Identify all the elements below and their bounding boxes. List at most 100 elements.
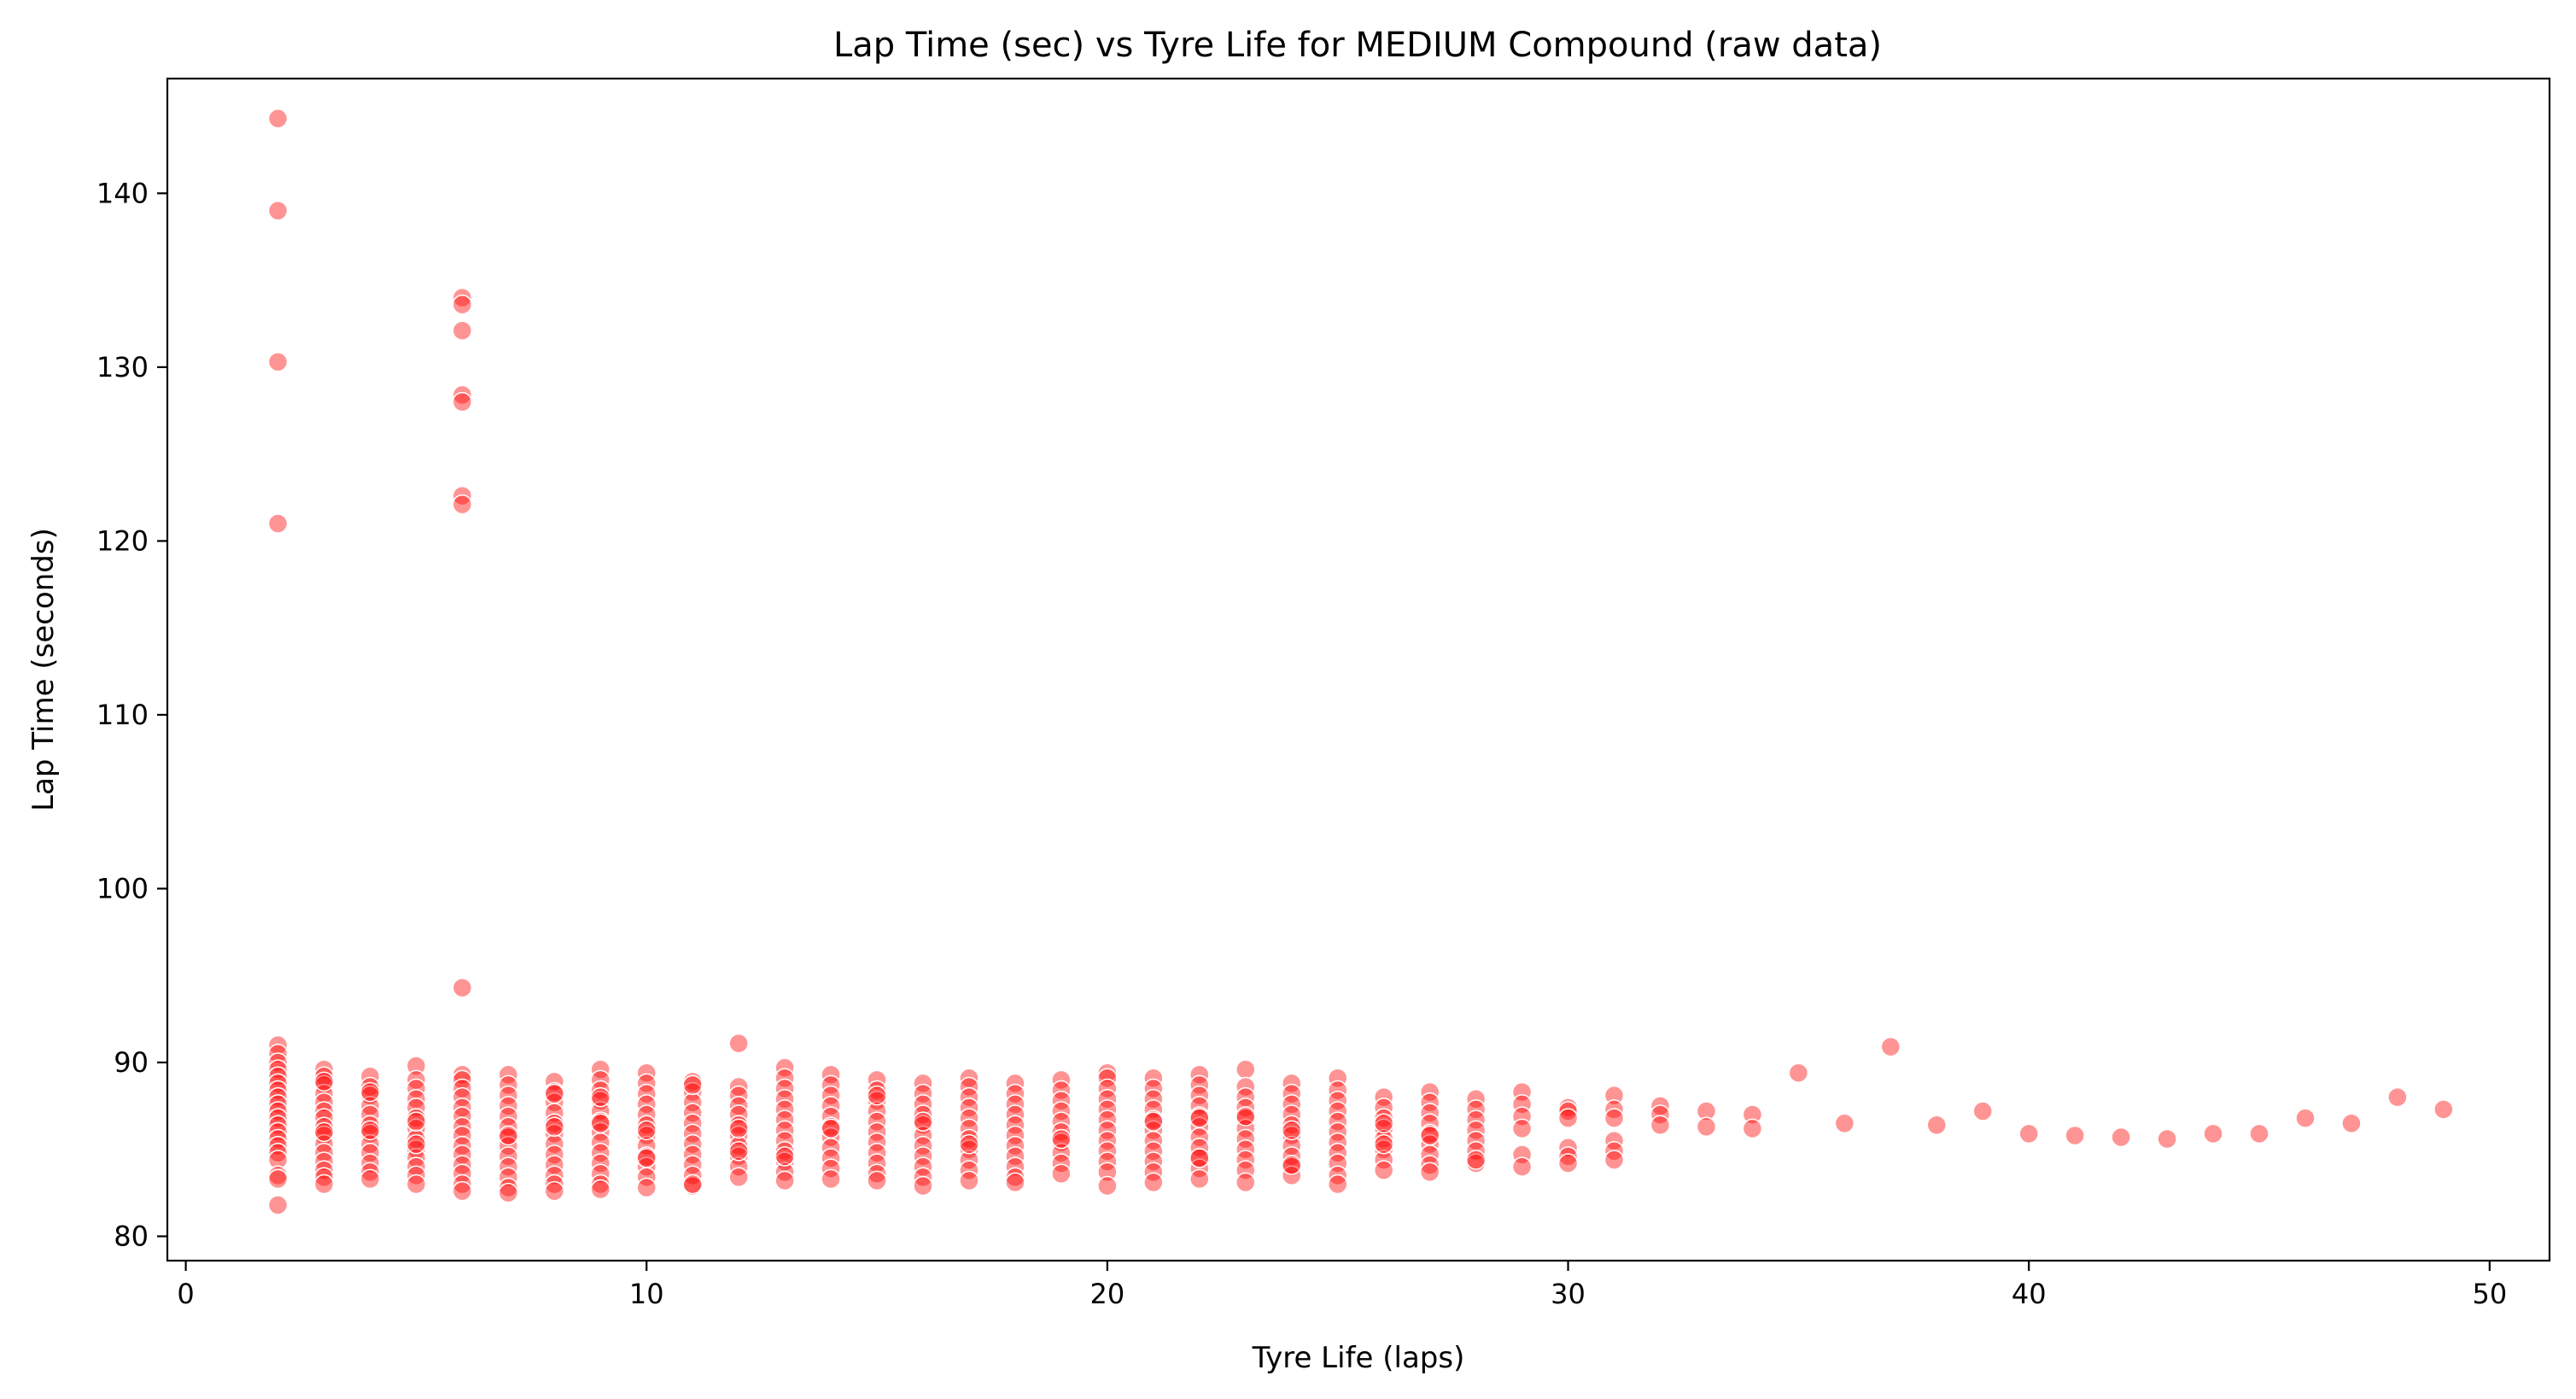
data-point	[452, 1174, 473, 1195]
data-point	[1189, 1158, 1210, 1179]
data-point	[728, 1146, 749, 1167]
data-point	[867, 1143, 887, 1163]
data-point	[867, 1069, 887, 1091]
data-point	[359, 1153, 381, 1174]
data-point	[1373, 1118, 1394, 1139]
data-point	[1051, 1069, 1072, 1091]
data-point	[590, 1143, 611, 1163]
data-point	[406, 1139, 427, 1160]
data-point	[682, 1074, 703, 1096]
data-point	[1235, 1106, 1256, 1127]
data-point	[636, 1094, 657, 1115]
data-point	[313, 1092, 335, 1113]
data-point	[452, 1069, 473, 1091]
data-point	[1143, 1111, 1164, 1132]
data-point	[1235, 1128, 1256, 1150]
data-point	[1235, 1076, 1256, 1098]
data-point	[1143, 1088, 1164, 1109]
data-point	[544, 1116, 565, 1138]
data-point	[590, 1086, 611, 1108]
data-point	[1557, 1101, 1579, 1121]
x-tick-label: 30	[1551, 1278, 1586, 1310]
data-point	[1143, 1151, 1164, 1172]
data-point	[1742, 1118, 1763, 1139]
y-axis-label: Lap Time (seconds)	[26, 528, 61, 811]
data-point	[267, 108, 289, 129]
data-point	[498, 1085, 519, 1106]
data-point	[774, 1162, 795, 1182]
data-point	[406, 1165, 427, 1186]
data-point	[359, 1168, 381, 1190]
data-point	[1696, 1116, 1717, 1138]
data-point	[452, 1163, 473, 1184]
data-point	[1373, 1160, 1394, 1180]
data-point	[1834, 1113, 1855, 1133]
data-point	[267, 1086, 289, 1108]
data-point	[913, 1175, 933, 1197]
data-point	[913, 1073, 933, 1094]
data-point	[498, 1146, 519, 1167]
data-point	[1465, 1088, 1487, 1109]
data-point	[406, 1111, 427, 1132]
data-point	[452, 294, 473, 315]
data-point	[1143, 1172, 1164, 1193]
data-point	[1235, 1150, 1256, 1170]
data-point	[2295, 1108, 2316, 1128]
data-point	[1373, 1108, 1394, 1128]
data-point	[1097, 1068, 1118, 1089]
data-point	[1557, 1153, 1579, 1174]
data-point	[821, 1158, 841, 1179]
data-point	[313, 1116, 335, 1138]
data-point	[913, 1167, 933, 1188]
data-point	[313, 1143, 335, 1163]
data-point	[821, 1168, 841, 1190]
data-point	[1051, 1143, 1072, 1163]
data-point	[1603, 1085, 1625, 1106]
data-point	[452, 494, 473, 515]
data-point	[1603, 1108, 1625, 1128]
data-point	[2157, 1128, 2177, 1150]
data-point	[267, 1101, 289, 1121]
data-point	[1189, 1108, 1210, 1128]
data-point	[1742, 1104, 1763, 1125]
data-point	[1419, 1162, 1440, 1182]
data-point	[1327, 1121, 1348, 1143]
data-point	[636, 1125, 657, 1146]
data-point	[313, 1101, 335, 1121]
data-point	[913, 1125, 933, 1146]
data-point	[2203, 1123, 2223, 1144]
data-point	[774, 1120, 795, 1141]
x-tick-label: 40	[2012, 1278, 2047, 1310]
data-point	[913, 1135, 933, 1156]
data-point	[913, 1104, 933, 1125]
data-point	[1143, 1141, 1164, 1162]
data-point	[682, 1081, 703, 1103]
data-point	[1465, 1150, 1487, 1170]
data-point	[1097, 1078, 1118, 1099]
data-point	[636, 1156, 657, 1177]
data-point	[728, 1104, 749, 1125]
data-point	[913, 1094, 933, 1115]
data-point	[867, 1153, 887, 1174]
data-point	[959, 1076, 979, 1098]
y-tick-label: 140	[96, 177, 149, 209]
data-point	[821, 1085, 841, 1106]
data-point	[1465, 1120, 1487, 1141]
data-point	[590, 1080, 611, 1101]
data-point	[1557, 1137, 1579, 1158]
data-point	[359, 1162, 381, 1182]
data-point	[1005, 1094, 1025, 1115]
data-point	[1327, 1174, 1348, 1195]
data-point	[1097, 1109, 1118, 1130]
data-point	[682, 1174, 703, 1195]
data-point	[544, 1165, 565, 1186]
data-point	[1603, 1099, 1625, 1120]
data-point	[313, 1174, 335, 1195]
data-point	[452, 485, 473, 506]
data-point	[2249, 1123, 2269, 1144]
data-point	[1235, 1139, 1256, 1160]
data-point	[313, 1071, 335, 1092]
data-point	[1143, 1068, 1164, 1089]
data-point	[1373, 1133, 1394, 1155]
data-point	[1235, 1172, 1256, 1193]
